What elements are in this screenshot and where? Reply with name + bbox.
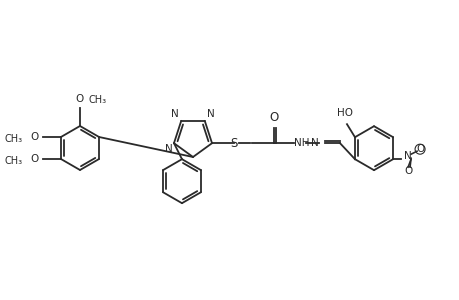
Text: CH₃: CH₃ xyxy=(5,156,23,166)
Text: N: N xyxy=(165,144,173,154)
Text: O: O xyxy=(269,111,278,124)
Text: N: N xyxy=(403,151,411,161)
Text: O: O xyxy=(31,132,39,142)
Text: CH₃: CH₃ xyxy=(5,134,23,144)
Text: N: N xyxy=(171,109,179,119)
Text: O: O xyxy=(403,166,411,176)
Text: N: N xyxy=(206,109,214,119)
Text: O: O xyxy=(415,144,423,154)
Text: O: O xyxy=(31,154,39,164)
Text: NH: NH xyxy=(293,138,309,148)
Text: N: N xyxy=(311,138,319,148)
Text: HO: HO xyxy=(336,108,352,118)
Text: CH₃: CH₃ xyxy=(89,95,107,105)
Text: O: O xyxy=(76,94,84,104)
Text: S: S xyxy=(230,137,237,150)
